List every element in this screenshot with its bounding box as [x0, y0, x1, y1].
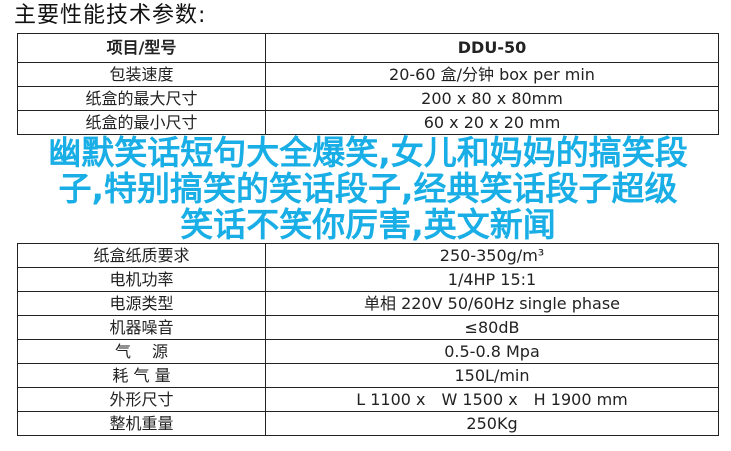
table-row: 包装速度 20-60 盒/分钟 box per min [17, 62, 719, 87]
row-value: 250Kg [265, 411, 719, 436]
row-value: 单相 220V 50/60Hz single phase [265, 291, 719, 316]
header-model: DDU-50 [265, 33, 719, 63]
page-title: 主要性能技术参数: [14, 3, 207, 28]
row-value: 20-60 盒/分钟 box per min [265, 62, 719, 87]
row-value: 200 x 80 x 80mm [265, 86, 719, 111]
spec-table: 项目/型号 DDU-50 包装速度 20-60 盒/分钟 box per min … [17, 33, 719, 436]
overlay-line: 幽默笑话短句大全爆笑,女儿和妈妈的搞笑段 [48, 133, 688, 172]
row-value: ≤80dB [265, 315, 719, 340]
row-label: 纸盒的最大尺寸 [17, 86, 266, 111]
row-label: 整机重量 [17, 411, 266, 436]
table-row: 外形尺寸 L 1100 x W 1500 x H 1900 mm [17, 387, 719, 412]
overlay-headline: 幽默笑话短句大全爆笑,女儿和妈妈的搞笑段 子,特别搞笑的笑话段子,经典笑话段子超… [18, 135, 719, 243]
table-header-row: 项目/型号 DDU-50 [17, 33, 719, 63]
row-label: 气 源 [17, 339, 266, 364]
row-value: 1/4HP 15:1 [265, 267, 719, 292]
table-row: 耗 气 量 150L/min [17, 363, 719, 388]
table-row: 电机功率 1/4HP 15:1 [17, 267, 719, 292]
table-row: 整机重量 250Kg [17, 411, 719, 436]
overlay-line: 笑话不笑你厉害,英文新闻 [180, 205, 556, 244]
row-value: 150L/min [265, 363, 719, 388]
row-value: L 1100 x W 1500 x H 1900 mm [265, 387, 719, 412]
row-label: 纸盒的最小尺寸 [17, 110, 266, 135]
row-label: 机器噪音 [17, 315, 266, 340]
overlay-line: 子,特别搞笑的笑话段子,经典笑话段子超级 [58, 169, 678, 208]
table-row: 电源类型 单相 220V 50/60Hz single phase [17, 291, 719, 316]
row-label: 电源类型 [17, 291, 266, 316]
table-row: 纸盒的最大尺寸 200 x 80 x 80mm [17, 86, 719, 111]
row-label: 电机功率 [17, 267, 266, 292]
overlay-row: 幽默笑话短句大全爆笑,女儿和妈妈的搞笑段 子,特别搞笑的笑话段子,经典笑话段子超… [17, 134, 719, 244]
overlay-cell: 幽默笑话短句大全爆笑,女儿和妈妈的搞笑段 子,特别搞笑的笑话段子,经典笑话段子超… [17, 134, 719, 244]
row-value: 0.5-0.8 Mpa [265, 339, 719, 364]
row-label: 耗 气 量 [17, 363, 266, 388]
row-label: 外形尺寸 [17, 387, 266, 412]
table-row: 纸盒的最小尺寸 60 x 20 x 20 mm [17, 110, 719, 135]
table-row: 机器噪音 ≤80dB [17, 315, 719, 340]
row-label: 纸盒纸质要求 [17, 243, 266, 268]
row-label: 包装速度 [17, 62, 266, 87]
row-value: 60 x 20 x 20 mm [265, 110, 719, 135]
table-row: 纸盒纸质要求 250-350g/m³ [17, 243, 719, 268]
table-row: 气 源 0.5-0.8 Mpa [17, 339, 719, 364]
row-value: 250-350g/m³ [265, 243, 719, 268]
header-label: 项目/型号 [17, 33, 266, 63]
